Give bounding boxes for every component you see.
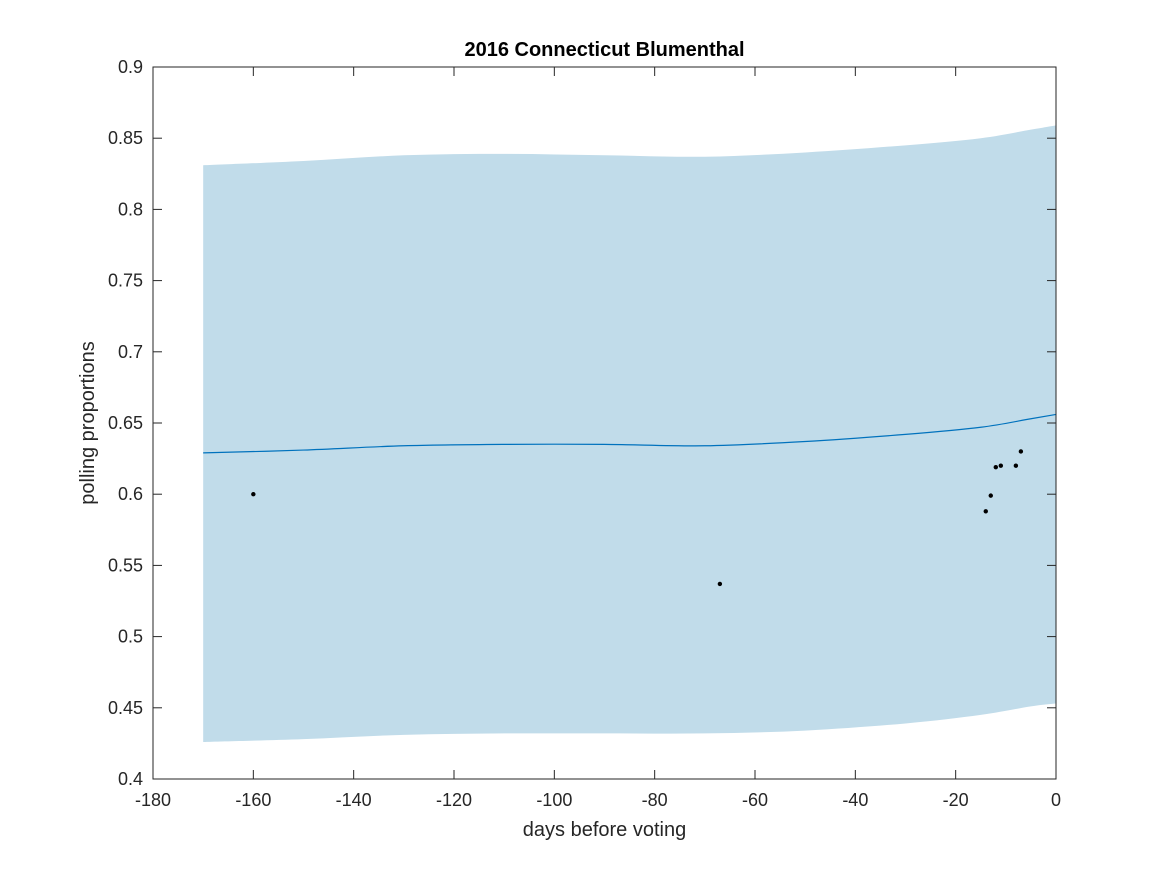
x-tick-label-4: -100 (536, 790, 572, 810)
y-tick-label-0: 0.4 (118, 769, 143, 789)
y-tick-label-3: 0.55 (108, 555, 143, 575)
poll-point-6 (998, 463, 1004, 468)
mean-line (203, 413, 1057, 454)
y-tick-label-7: 0.75 (108, 271, 143, 291)
poll-point-2 (717, 581, 723, 587)
confidence-band (203, 125, 1057, 742)
x-tick-label-9: 0 (1051, 790, 1061, 810)
poll-point-3 (983, 509, 988, 514)
x-tick-label-0: -180 (135, 790, 171, 810)
poll-point-8 (1018, 449, 1024, 454)
poll-point-5 (993, 464, 998, 470)
y-tick-label-10: 0.9 (118, 57, 143, 77)
plot-area (203, 125, 1057, 742)
chart-title: 2016 Connecticut Blumenthal (464, 39, 744, 61)
axis-ticks: -180 -160 -140 -120 -100 -80 -60 -40 -20 0 0.4 0.45… (108, 57, 1061, 810)
x-tick-label-7: -40 (842, 790, 868, 810)
poll-point-1 (251, 492, 256, 497)
x-tick-label-1: -160 (235, 790, 271, 810)
x-tick-label-2: -140 (336, 790, 372, 810)
y-tick-label-4: 0.6 (118, 484, 143, 504)
x-tick-label-5: -80 (642, 790, 668, 810)
y-tick-label-8: 0.8 (118, 199, 143, 219)
y-tick-label-1: 0.45 (108, 698, 143, 718)
x-tick-label-3: -120 (436, 790, 472, 810)
poll-point-4 (988, 493, 993, 498)
x-tick-label-8: -20 (943, 790, 969, 810)
x-axis-label: days before voting (523, 819, 686, 841)
x-tick-label-6: -60 (742, 790, 768, 810)
y-tick-label-6: 0.7 (118, 342, 143, 362)
y-tick-label-9: 0.85 (108, 128, 143, 148)
y-axis-label: polling proportions (77, 341, 99, 504)
y-tick-label-2: 0.5 (118, 627, 143, 647)
poll-point-7 (1013, 463, 1019, 468)
y-tick-label-5: 0.65 (108, 413, 143, 433)
